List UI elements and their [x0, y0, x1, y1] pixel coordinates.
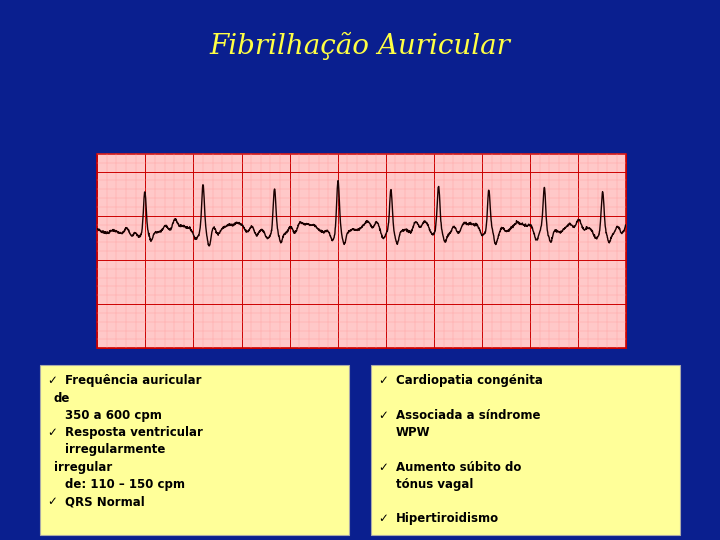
Text: Hipertiroidismo: Hipertiroidismo — [396, 512, 499, 525]
Text: de: de — [54, 392, 71, 404]
Text: Frequência auricular: Frequência auricular — [65, 374, 202, 387]
Text: tónus vagal: tónus vagal — [396, 478, 473, 491]
FancyBboxPatch shape — [371, 364, 680, 535]
Text: Associada a síndrome: Associada a síndrome — [396, 409, 541, 422]
Text: de: 110 – 150 cpm: de: 110 – 150 cpm — [65, 478, 185, 491]
FancyBboxPatch shape — [40, 364, 349, 535]
Text: Resposta ventricular: Resposta ventricular — [65, 426, 202, 439]
Text: Aumento súbito do: Aumento súbito do — [396, 461, 521, 474]
Text: irregularmente: irregularmente — [65, 443, 165, 456]
Text: ✓: ✓ — [47, 374, 57, 387]
Text: ✓: ✓ — [378, 512, 388, 525]
Text: Cardiopatia congénita: Cardiopatia congénita — [396, 374, 543, 387]
Text: ✓: ✓ — [47, 495, 57, 508]
Text: irregular: irregular — [54, 461, 112, 474]
Text: ✓: ✓ — [47, 426, 57, 439]
Text: ✓: ✓ — [378, 374, 388, 387]
Text: WPW: WPW — [396, 426, 431, 439]
Text: 350 a 600 cpm: 350 a 600 cpm — [65, 409, 162, 422]
Text: Fibrilhação Auricular: Fibrilhação Auricular — [210, 32, 510, 60]
Text: QRS Normal: QRS Normal — [65, 495, 145, 508]
FancyBboxPatch shape — [97, 154, 626, 348]
Text: ✓: ✓ — [378, 409, 388, 422]
Text: ✓: ✓ — [378, 461, 388, 474]
